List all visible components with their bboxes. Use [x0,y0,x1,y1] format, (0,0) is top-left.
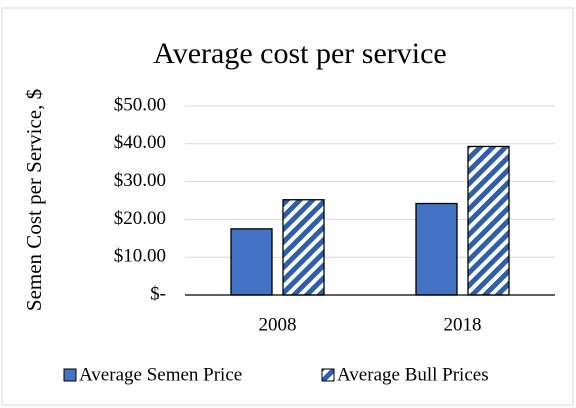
x-tick-label: 2018 [444,314,482,335]
y-axis-label: Semen Cost per Service, $ [22,89,46,311]
x-tick-label: 2008 [259,314,297,335]
legend-label: Average Bull Prices [337,364,489,385]
y-tick-label: $50.00 [114,94,166,115]
bar [230,228,273,296]
y-tick-label: $10.00 [114,246,166,267]
legend-swatch [321,368,335,382]
y-tick-label: $20.00 [114,208,166,229]
bar [282,199,325,296]
legend-swatch [63,368,77,382]
y-tick-label: $- [150,283,166,304]
bar [415,202,458,296]
legend-label: Average Semen Price [79,364,242,385]
chart-title: Average cost per service [153,37,446,70]
y-tick-label: $30.00 [114,170,166,191]
bar [467,145,510,296]
y-tick-label: $40.00 [114,132,166,153]
